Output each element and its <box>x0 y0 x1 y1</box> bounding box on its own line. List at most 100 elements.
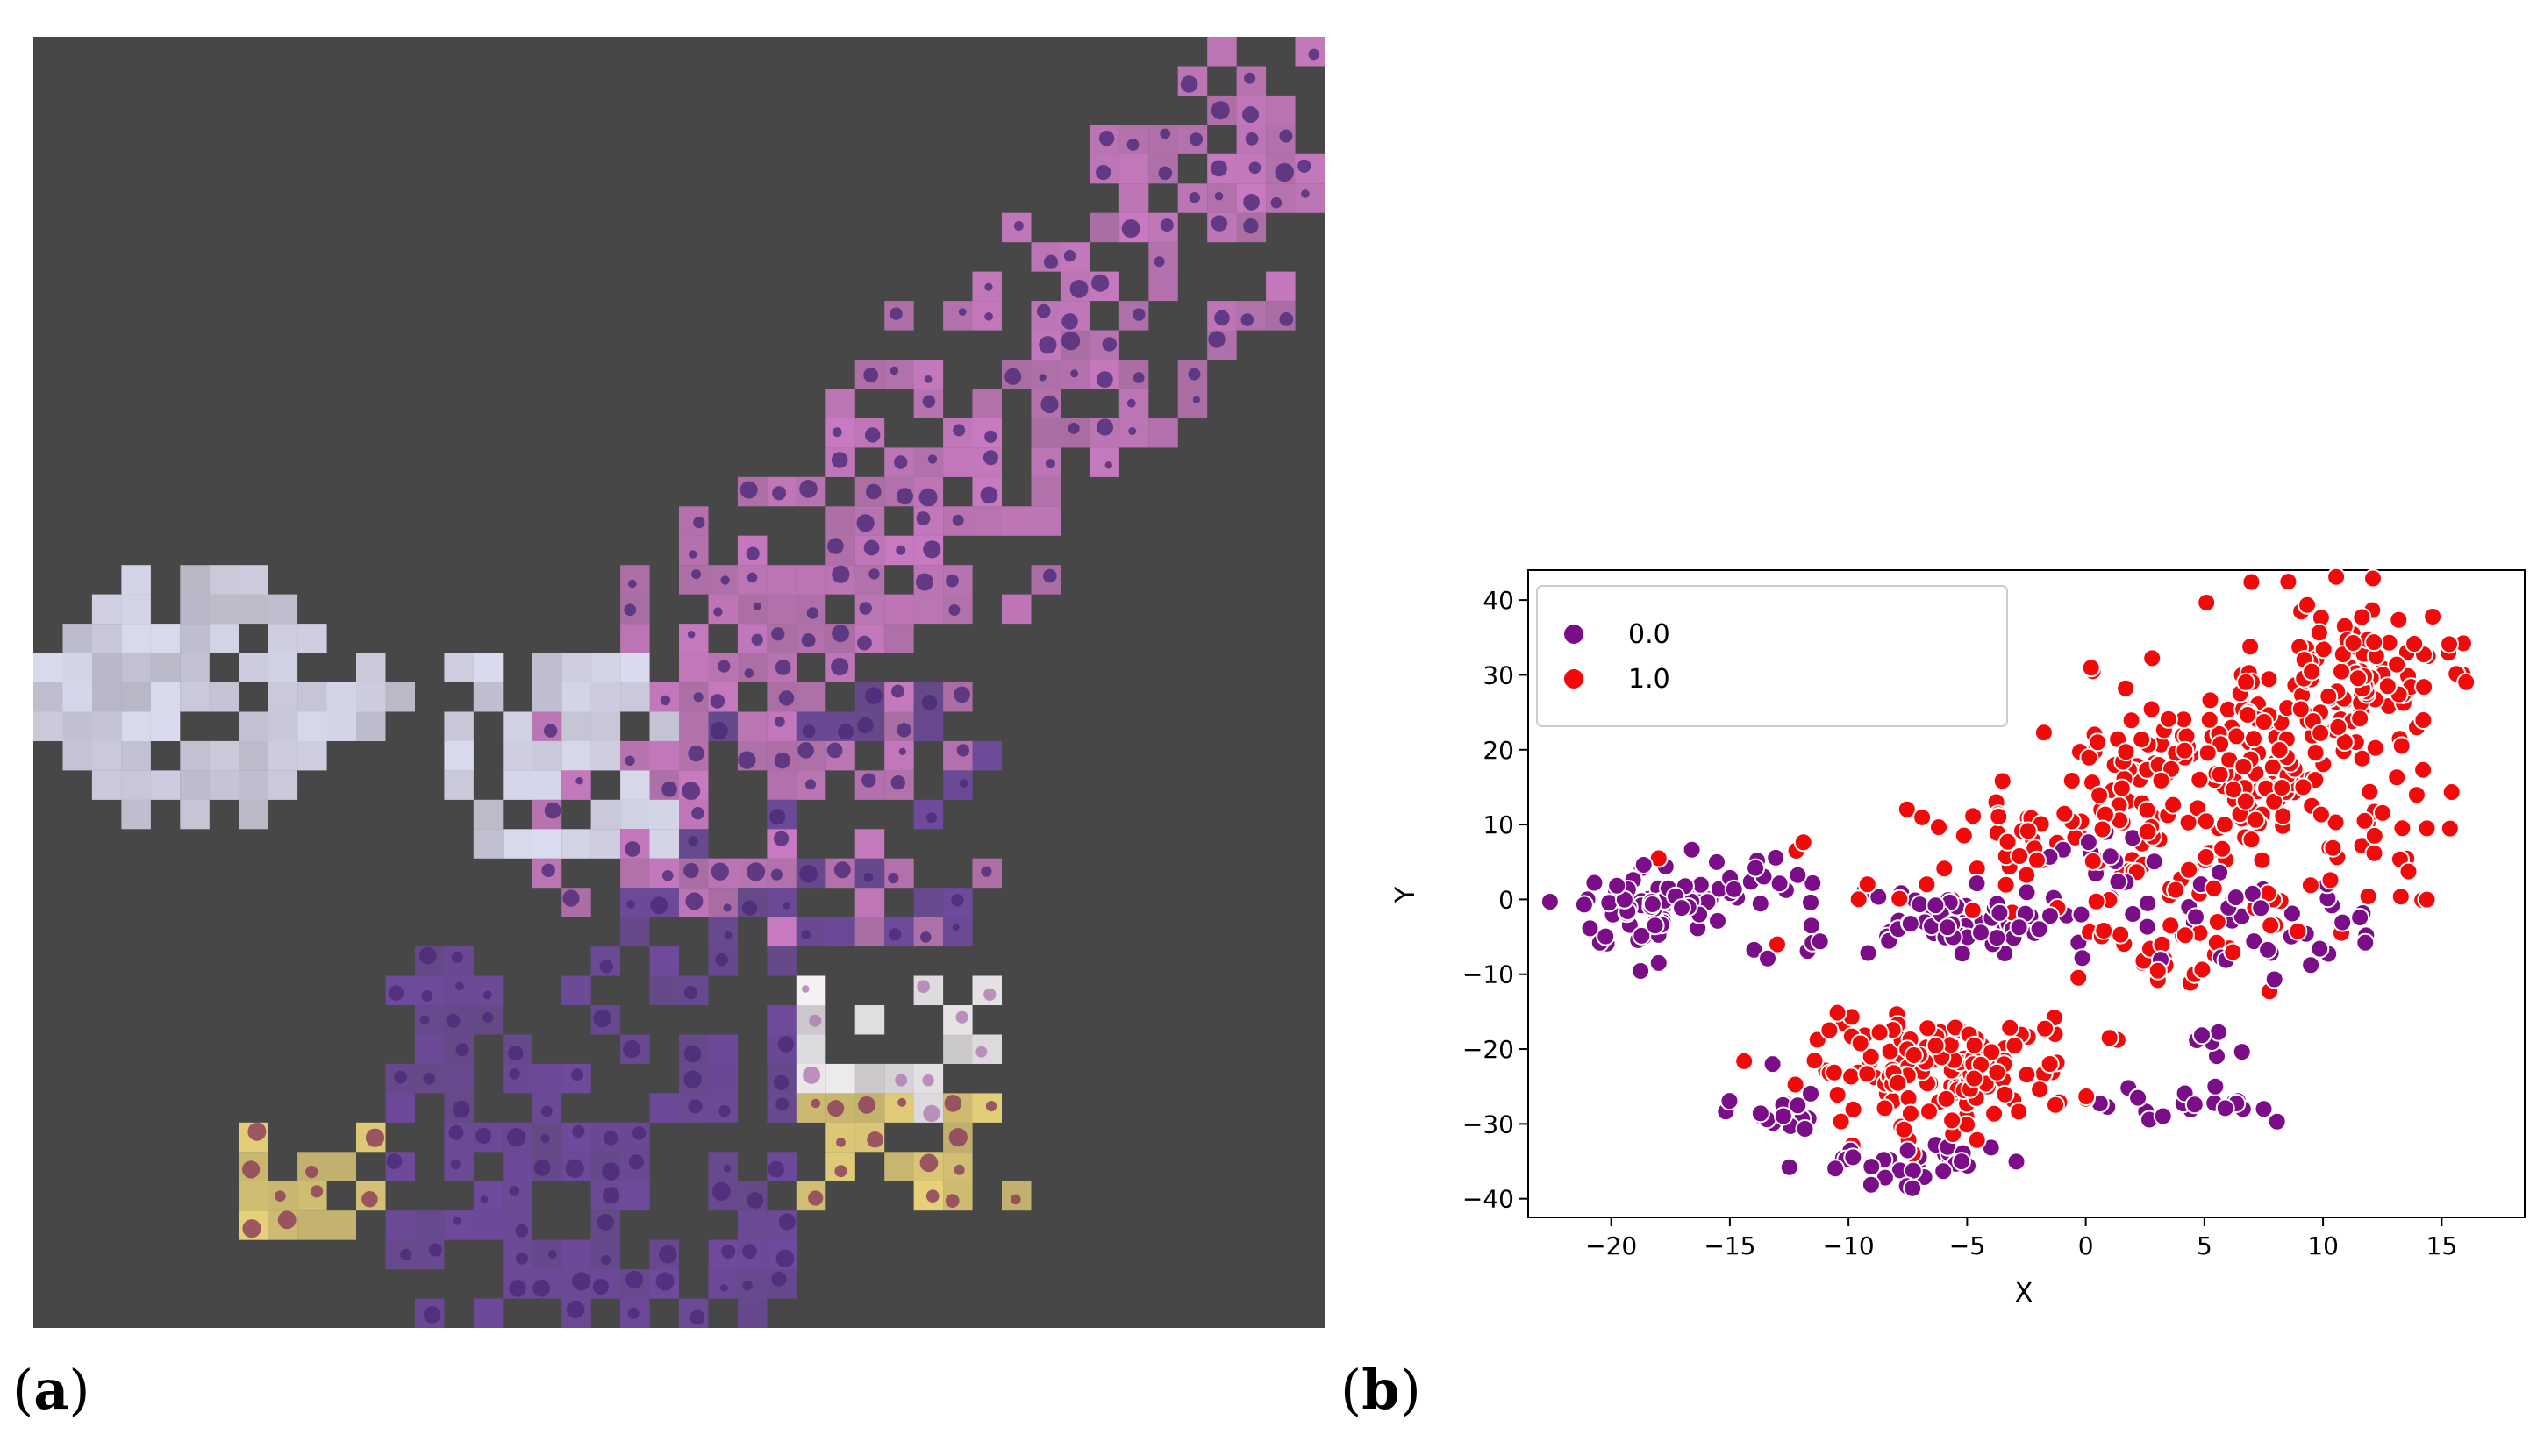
image-tile <box>825 506 855 536</box>
tile-cell <box>984 312 993 321</box>
point-class-1 <box>2212 839 2233 859</box>
tile-cell <box>540 1133 550 1144</box>
image-tile <box>590 682 621 712</box>
tile-cell <box>1242 106 1259 124</box>
tile-cell <box>861 773 876 788</box>
tile-cell <box>856 514 875 532</box>
image-tile <box>884 858 914 889</box>
image-tile <box>913 594 944 625</box>
image-tile <box>913 360 944 389</box>
tile-cell <box>923 540 941 559</box>
point-class-1 <box>1819 1020 1840 1040</box>
tile-cell <box>1039 374 1047 382</box>
point-class-1 <box>2198 743 2218 763</box>
image-tile <box>737 1269 768 1299</box>
tile-cell <box>508 1046 524 1061</box>
image-tile <box>473 829 504 859</box>
tile-cell <box>924 375 933 383</box>
image-tile <box>884 624 914 653</box>
point-class-1 <box>1942 1110 1962 1131</box>
tile-cell <box>394 1070 407 1084</box>
tile-cell <box>602 1162 620 1181</box>
tile-cell <box>775 1249 795 1268</box>
tile-cell <box>711 862 729 881</box>
panel-label-b: (b) <box>1340 1358 1421 1422</box>
point-class-1 <box>2319 686 2339 706</box>
tile-cell <box>365 1128 385 1147</box>
point-class-1 <box>2142 648 2162 668</box>
image-tile <box>884 1152 914 1181</box>
image-tile <box>91 624 122 653</box>
tile-cell <box>867 1131 883 1148</box>
point-class-0 <box>1826 1159 1846 1179</box>
point-class-0 <box>2078 832 2098 853</box>
tile-cell <box>897 723 911 738</box>
tile-cell <box>682 782 701 801</box>
tile-cell <box>400 1248 412 1260</box>
image-tile <box>825 1063 855 1094</box>
point-class-1 <box>2377 676 2398 696</box>
image-tile <box>737 594 768 625</box>
tile-cell <box>1211 215 1228 232</box>
tile-cell <box>834 1165 847 1178</box>
image-tile <box>150 682 181 712</box>
image-tile <box>33 711 63 741</box>
point-class-1 <box>1869 1023 1890 1043</box>
tile-cell <box>742 1281 753 1291</box>
point-class-1 <box>1962 900 1983 920</box>
tile-cell <box>1301 189 1310 198</box>
tile-cell <box>742 1244 757 1259</box>
image-tile <box>796 565 826 595</box>
tile-cell <box>771 1271 787 1287</box>
image-tile <box>943 740 973 771</box>
tile-cell <box>600 1254 611 1266</box>
image-tile <box>708 594 738 625</box>
image-tile <box>854 565 885 595</box>
tile-cell <box>956 744 970 757</box>
tile-cell <box>826 742 843 759</box>
image-tile <box>884 594 914 625</box>
tile-cell <box>984 430 997 443</box>
x-tick-label: 5 <box>2197 1231 2212 1260</box>
point-class-1 <box>1900 1103 1920 1124</box>
point-class-0 <box>1596 926 1616 946</box>
tile-cell <box>916 573 933 591</box>
tile-cell <box>721 1244 736 1259</box>
point-class-1 <box>2151 770 2171 790</box>
tile-cell <box>1070 369 1079 378</box>
point-class-1 <box>2309 623 2329 643</box>
image-tile <box>444 770 474 800</box>
tile-cell <box>575 777 583 785</box>
tile-cell <box>1126 398 1136 408</box>
image-tile <box>737 1210 768 1240</box>
tile-cell <box>451 951 463 963</box>
image-tile <box>91 740 122 771</box>
tile-cell <box>890 307 903 320</box>
tile-cell <box>890 775 905 790</box>
point-class-0 <box>1779 1157 1799 1177</box>
tile-cell <box>632 1126 647 1140</box>
tile-cell <box>1308 48 1319 61</box>
tile-cell <box>660 695 671 706</box>
point-class-0 <box>1900 914 1920 934</box>
image-tile <box>239 799 268 830</box>
tile-cell <box>1244 72 1256 84</box>
point-class-0 <box>1719 1091 1740 1111</box>
point-class-1 <box>2332 661 2351 682</box>
point-class-1 <box>2076 1087 2097 1106</box>
x-tick-label: 15 <box>2426 1231 2458 1260</box>
y-axis-label: Y <box>1390 886 1421 903</box>
point-class-1 <box>2363 568 2383 589</box>
point-class-1 <box>2214 815 2234 835</box>
point-class-0 <box>1574 895 1594 915</box>
tile-cell <box>1043 254 1059 269</box>
image-tile <box>503 829 532 859</box>
point-class-1 <box>2414 677 2434 697</box>
point-class-1 <box>2027 850 2047 870</box>
tile-cell <box>693 517 705 529</box>
tile-cell <box>715 953 728 967</box>
tile-cell <box>985 1101 997 1112</box>
y-tick-label: −20 <box>1462 1035 1514 1064</box>
point-class-0 <box>1971 923 1990 943</box>
point-class-1 <box>2352 607 2372 627</box>
